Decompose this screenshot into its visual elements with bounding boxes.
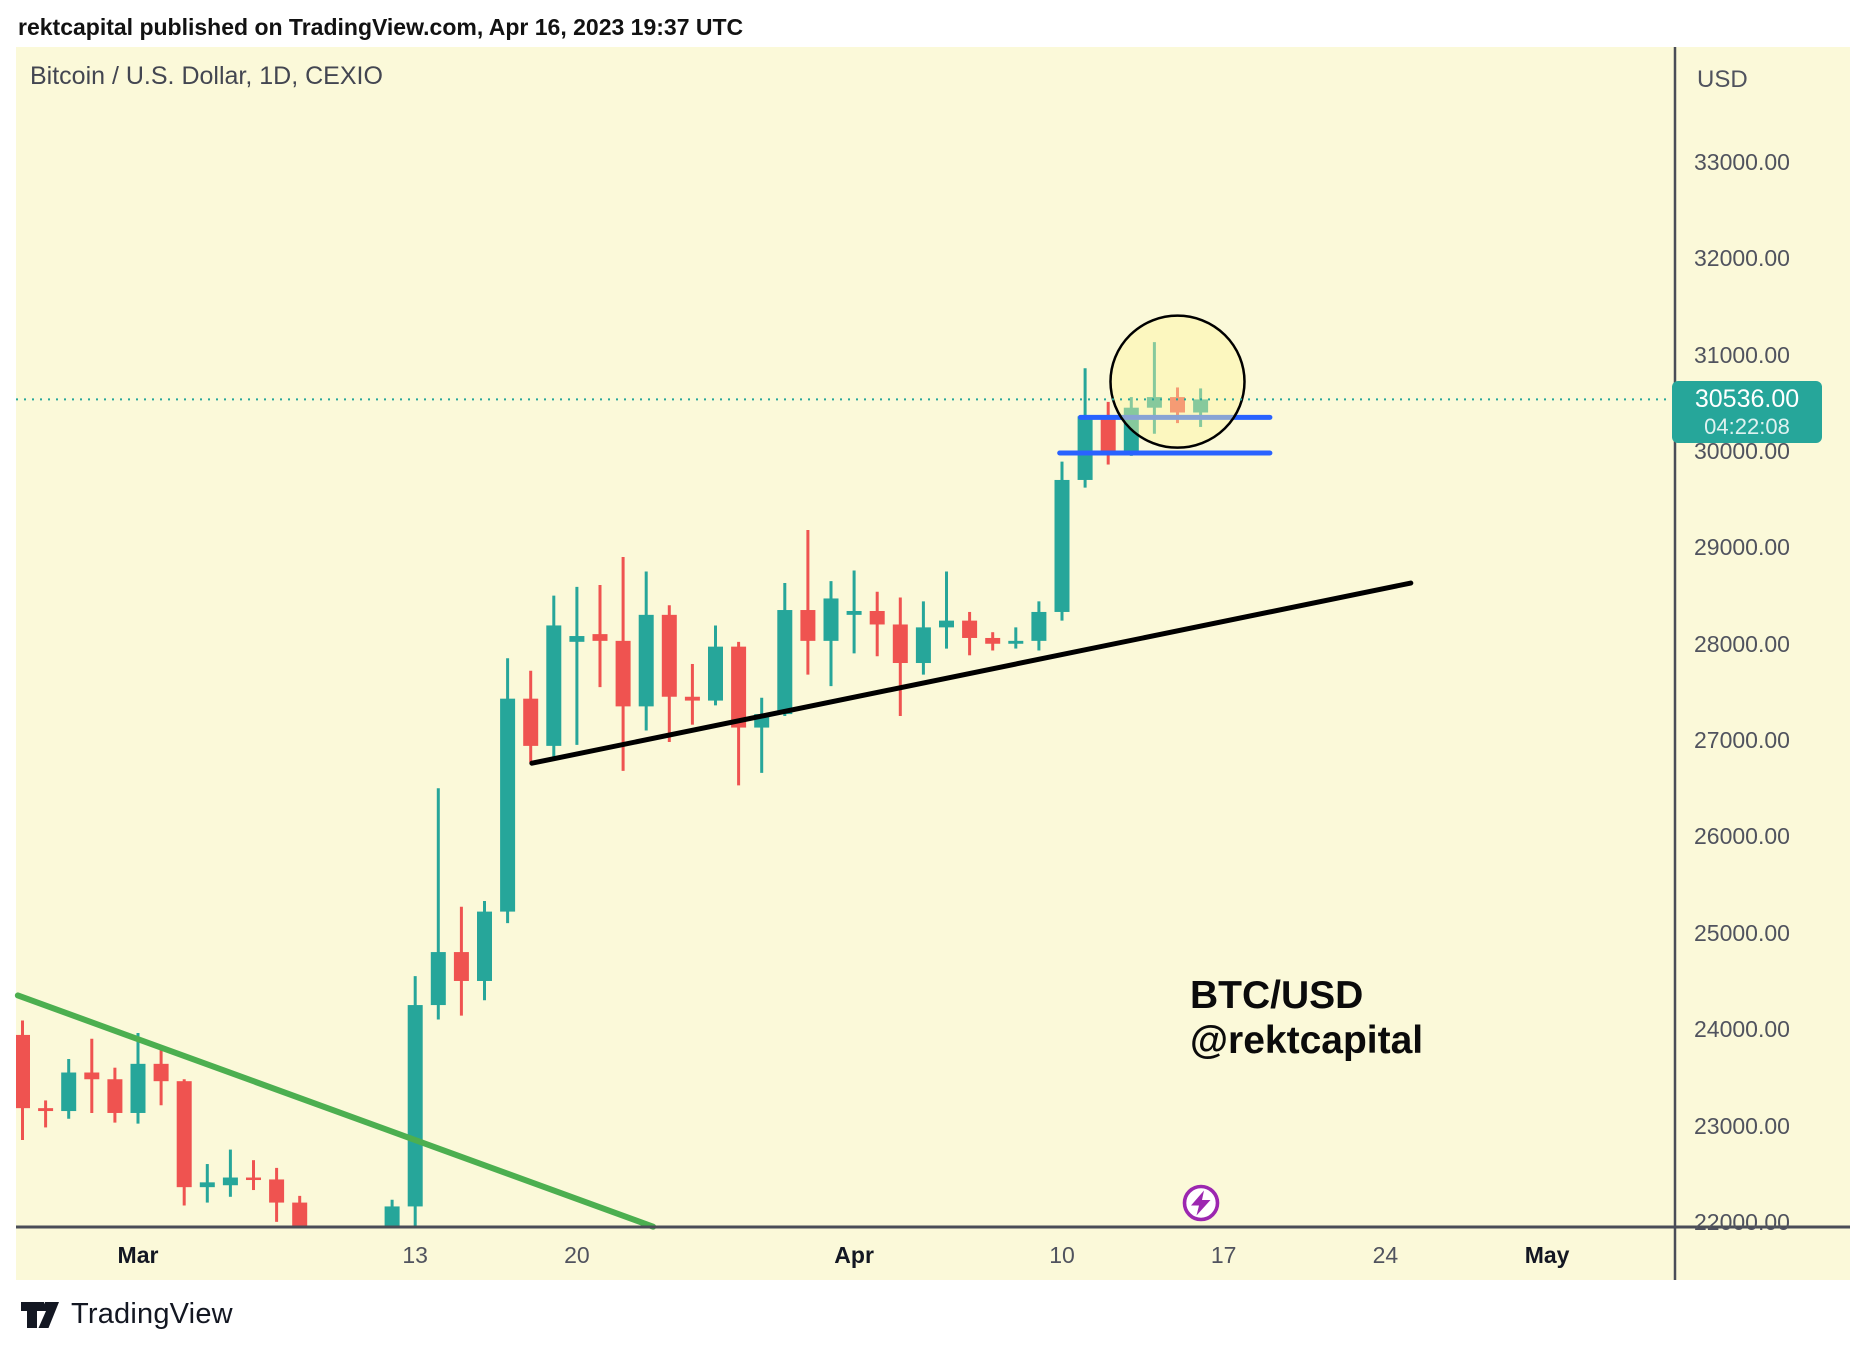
y-axis-tick-label: 25000.00: [1694, 919, 1790, 946]
last-price-value: 30536.00: [1694, 384, 1800, 413]
candle-body-down: [153, 1063, 169, 1082]
bar-close-countdown: 04:22:08: [1704, 413, 1790, 439]
candle-body-down: [246, 1177, 261, 1181]
black-support-line: [529, 580, 1414, 766]
candle-body-down: [107, 1079, 123, 1113]
tradingview-attribution[interactable]: TradingView: [20, 1298, 233, 1331]
y-axis-tick-label: 30000.00: [1694, 438, 1790, 465]
candle-body-down: [292, 1202, 308, 1227]
candle-body-up: [61, 1072, 77, 1112]
candle-body-up: [222, 1177, 238, 1186]
y-axis-tick-label: 32000.00: [1694, 245, 1790, 272]
tradingview-logo-icon: [21, 1301, 59, 1328]
watermark-symbol: BTC/USD: [1190, 974, 1364, 1017]
x-axis-tick-label: 13: [402, 1242, 428, 1268]
candle-body-down: [731, 646, 747, 728]
green-downtrend-line: [14, 992, 657, 1230]
y-axis-tick-label: 23000.00: [1694, 1112, 1790, 1139]
candle-body-up: [1146, 397, 1162, 408]
candle-body-up: [777, 610, 793, 715]
candle-body-up: [384, 1206, 400, 1227]
candle-body-up: [430, 952, 446, 1006]
candle-body-down: [869, 610, 885, 625]
candle-body-down: [1170, 397, 1185, 413]
lightning-bolt-glyph: [1191, 1190, 1211, 1216]
y-axis-tick-label: 26000.00: [1694, 823, 1790, 850]
candle-body-up: [1193, 399, 1209, 413]
chart-background: [16, 47, 1850, 1280]
candle-body-down: [523, 698, 539, 746]
tradingview-logo-text: TradingView: [71, 1298, 233, 1330]
candle-body-up: [130, 1063, 146, 1113]
candle-body-down: [1100, 416, 1116, 452]
published-header-text: rektcapital published on TradingView.com…: [18, 14, 744, 40]
x-axis-tick-label: 17: [1210, 1242, 1237, 1268]
candle-body-up: [477, 911, 492, 981]
y-axis-tick-label: 24000.00: [1694, 1016, 1790, 1043]
watermark-handle: @rektcapital: [1190, 1018, 1424, 1062]
candle-body-down: [684, 696, 700, 701]
x-axis-tick-label: Apr: [834, 1242, 874, 1268]
highlight-circle: [1109, 314, 1246, 449]
candle-body-down: [800, 610, 816, 641]
candles-layer: [16, 342, 1209, 1227]
x-axis-tick-label: Mar: [117, 1242, 159, 1268]
candle-body-up: [546, 625, 562, 746]
candle-body-down: [592, 634, 608, 641]
candle-body-up: [708, 646, 723, 701]
candle-body-up: [939, 620, 954, 628]
candle-body-up: [915, 627, 931, 664]
x-axis-tick-label: 10: [1049, 1242, 1075, 1268]
candle-body-up: [638, 614, 654, 707]
candle-body-down: [269, 1179, 285, 1203]
candle-body-up: [199, 1182, 215, 1188]
candle-body-up: [1031, 611, 1047, 641]
x-axis-tick-label: 20: [564, 1242, 590, 1268]
y-axis-tick-label: 31000.00: [1694, 341, 1790, 368]
chart-watermark: BTC/USD @rektcapital: [1190, 974, 1423, 1064]
candle-body-up: [1054, 479, 1070, 612]
idea-lightning-icon[interactable]: [1179, 1181, 1223, 1225]
candle-body-down: [38, 1108, 54, 1112]
y-axis-tick-label: 28000.00: [1694, 630, 1790, 657]
candle-body-up: [569, 636, 585, 642]
y-axis-tick-label: 27000.00: [1694, 727, 1790, 754]
candle-body-down: [84, 1072, 100, 1080]
candle-body-down: [16, 1034, 30, 1109]
candle-body-up: [407, 1005, 423, 1207]
candle-body-down: [453, 952, 469, 981]
candle-body-down: [962, 620, 978, 638]
candle-body-down: [661, 614, 677, 697]
candle-body-up: [823, 598, 839, 641]
candle-body-up: [846, 610, 862, 615]
y-axis-tick-label: 33000.00: [1694, 149, 1790, 175]
candle-body-down: [985, 637, 1001, 644]
candle-body-down: [615, 640, 631, 707]
candle-body-down: [892, 624, 908, 664]
symbol-title: Bitcoin / U.S. Dollar, 1D, CEXIO: [30, 62, 383, 90]
y-axis-tick-label: 29000.00: [1694, 534, 1790, 561]
y-axis-tick-label: 22000.00: [1694, 1208, 1790, 1235]
last-price-badge: 30536.00 04:22:08: [1672, 381, 1822, 443]
x-axis-tick-label: 24: [1372, 1242, 1399, 1268]
candle-body-up: [1008, 640, 1024, 644]
x-axis-tick-label: May: [1524, 1242, 1570, 1268]
candle-body-up: [500, 698, 516, 912]
candle-body-down: [176, 1081, 192, 1188]
price-axis-currency-label: USD: [1697, 66, 1748, 93]
candle-body-up: [1077, 416, 1093, 480]
